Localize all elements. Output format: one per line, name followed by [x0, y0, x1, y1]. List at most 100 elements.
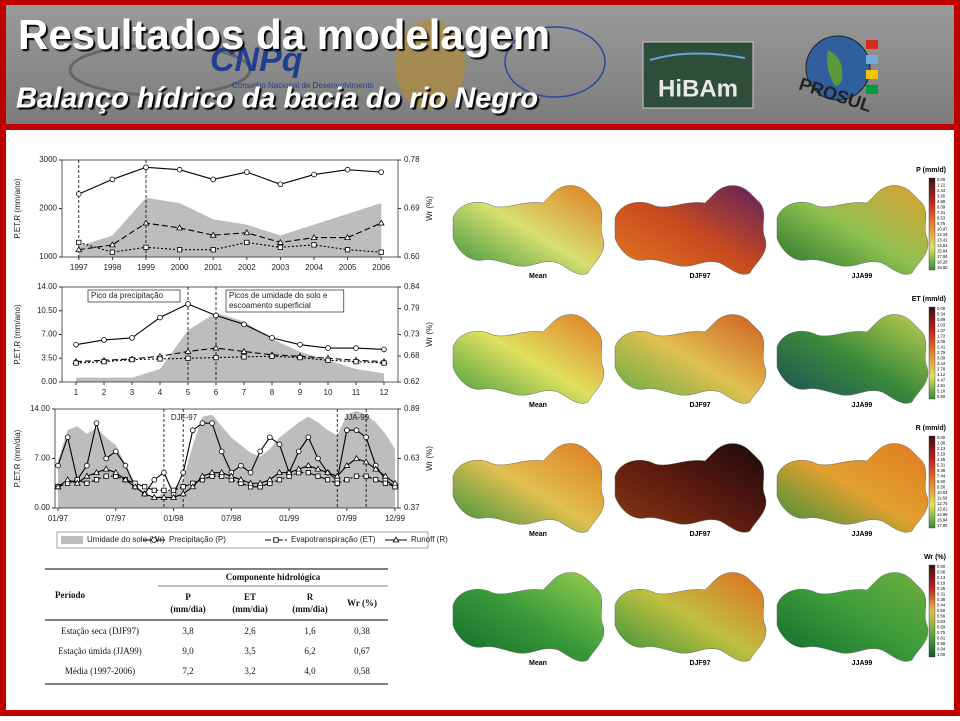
- marker: [353, 359, 359, 365]
- table-cell: Média (1997-2006): [65, 666, 135, 676]
- x-tick-label: 2000: [171, 263, 189, 272]
- marker: [102, 465, 110, 472]
- marker: [269, 335, 275, 341]
- marker: [84, 462, 90, 469]
- marker: [277, 244, 284, 250]
- marker: [276, 238, 284, 245]
- marker: [212, 344, 220, 351]
- map: [452, 572, 605, 662]
- marker: [190, 427, 196, 434]
- annotation: escoamento superficial: [229, 301, 311, 310]
- series-line: [78, 222, 382, 251]
- colorbar-label: 18.28: [937, 260, 948, 265]
- marker: [324, 477, 331, 483]
- map-label: JJA99: [852, 531, 873, 538]
- y-tick-label: 1000: [39, 252, 57, 261]
- legend-label: Evapotranspiração (ET): [291, 535, 376, 544]
- column-unit: (mm/dia): [292, 604, 328, 614]
- x-tick-label: 5: [186, 388, 191, 397]
- marker: [343, 461, 351, 468]
- marker: [75, 246, 83, 253]
- map: [452, 185, 605, 275]
- marker: [109, 249, 115, 255]
- series-line: [78, 166, 382, 195]
- y-tick-label: 10.50: [37, 306, 58, 315]
- y2-tick-label: 0.62: [404, 377, 420, 386]
- colorbar-label: 3.09: [937, 356, 946, 361]
- marker: [176, 247, 183, 253]
- marker: [353, 473, 360, 479]
- x-tick-label: 1: [74, 388, 79, 397]
- colorbar-label: 0.31: [937, 592, 946, 597]
- colorbar-label: 5.31: [937, 463, 946, 468]
- marker: [314, 465, 322, 472]
- marker: [334, 480, 340, 486]
- marker: [141, 490, 149, 497]
- colorbar-label: 0.00: [937, 306, 946, 311]
- marker: [269, 353, 275, 359]
- colorbar-label: 19.50: [937, 265, 948, 270]
- marker: [180, 484, 186, 490]
- marker: [64, 476, 72, 483]
- marker: [176, 224, 184, 231]
- marker: [150, 493, 158, 500]
- marker: [210, 176, 217, 183]
- x-tick-label: 01/97: [48, 514, 69, 523]
- y-tick-label: 0.00: [34, 503, 50, 512]
- table-cell: 0,38: [354, 626, 370, 636]
- marker: [382, 480, 388, 486]
- x-tick-label: 10: [324, 388, 333, 397]
- colorbar-label: 0.69: [937, 625, 946, 630]
- x-tick-label: 11: [352, 388, 361, 397]
- marker: [54, 483, 62, 490]
- colorbar-label: 4.12: [937, 372, 946, 377]
- logo-swoosh: [68, 43, 252, 97]
- marker: [101, 359, 107, 365]
- hibam-river: [649, 52, 746, 61]
- y-tick-label: 3.50: [41, 353, 57, 362]
- table-cell: Estação úmida (JJA99): [58, 646, 141, 656]
- marker: [363, 473, 369, 479]
- y2-tick-label: 0.69: [404, 204, 420, 213]
- marker: [344, 166, 351, 173]
- flag: [866, 40, 878, 49]
- map: [614, 572, 767, 662]
- x-tick-label: 12/99: [385, 514, 406, 523]
- map-label: Mean: [529, 402, 547, 409]
- colorbar-label: 13.81: [937, 507, 948, 512]
- x-tick-label: 1999: [137, 263, 155, 272]
- colorbar-label: 7.31: [937, 210, 946, 215]
- map: [776, 572, 929, 662]
- colorbar-label: 17.00: [937, 523, 948, 528]
- map-label: DJF97: [689, 531, 710, 538]
- marker: [315, 473, 321, 479]
- marker: [170, 487, 177, 493]
- x-tick-label: 1998: [104, 263, 122, 272]
- marker: [179, 490, 187, 497]
- colorbar-label: 0.00: [937, 435, 946, 440]
- colorbar-label: 0.94: [937, 647, 946, 652]
- marker: [101, 337, 107, 343]
- flag: [866, 85, 878, 94]
- marker: [325, 345, 331, 351]
- column-unit: (mm/dia): [232, 604, 268, 614]
- marker: [73, 479, 81, 486]
- colorbar-label: 14.63: [937, 243, 948, 248]
- marker: [131, 483, 139, 490]
- series-line: [75, 355, 385, 364]
- map-label: JJA99: [852, 273, 873, 280]
- marker: [297, 341, 303, 348]
- marker: [184, 347, 192, 354]
- y2-tick-label: 0.89: [404, 404, 420, 413]
- flag: [866, 55, 878, 64]
- legend-label: Umidade do solo (Wr): [87, 535, 165, 544]
- logo-emblem: [395, 20, 465, 110]
- legend-marker: [273, 537, 279, 543]
- colorbar-label: 1.22: [937, 183, 946, 188]
- table-cell: 7,2: [182, 666, 193, 676]
- y2-tick-label: 0.37: [404, 503, 420, 512]
- marker: [378, 249, 384, 255]
- x-tick-label: 1997: [70, 263, 88, 272]
- cnpq-caption: Conselho Nacional de Desenvolvimento: [232, 81, 374, 90]
- x-tick-label: 2001: [204, 263, 222, 272]
